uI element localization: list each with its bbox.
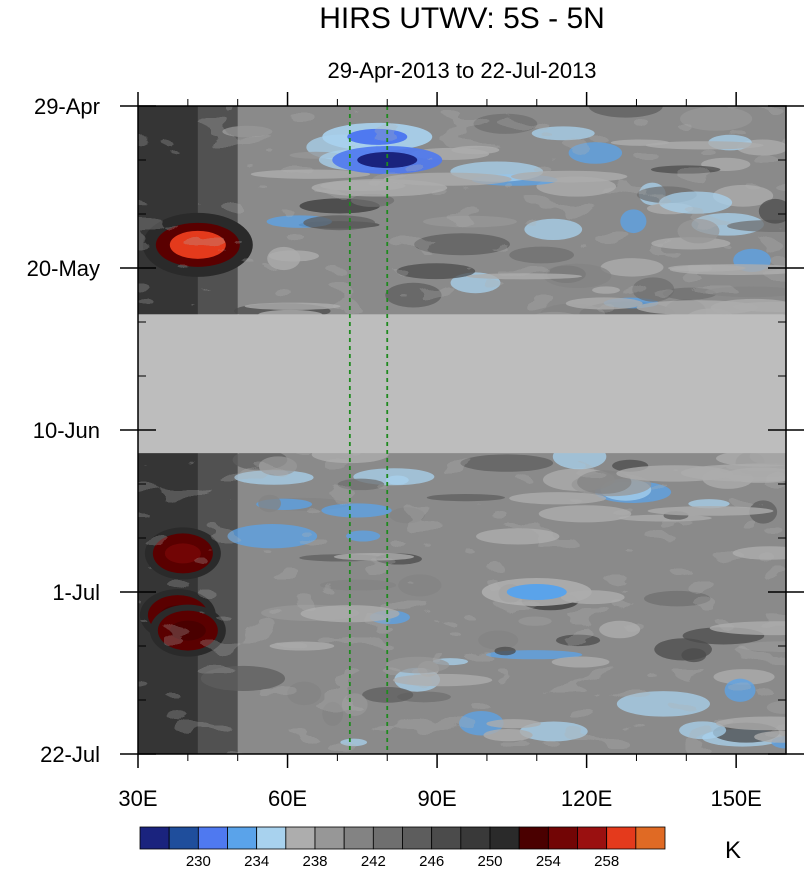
x-tick-label: 150E — [710, 786, 761, 811]
colorbar-tick-label: 242 — [361, 853, 386, 869]
colorbar-swatch — [227, 826, 258, 850]
colorbar-swatch — [402, 826, 433, 850]
colorbar-swatch — [577, 826, 608, 850]
chart-title: HIRS UTWV: 5S - 5N — [319, 2, 605, 35]
colorbar-swatch — [343, 826, 374, 850]
x-tick-label: 120E — [561, 786, 612, 811]
y-tick-label: 10-Jun — [33, 418, 100, 443]
x-axis: 30E 60E 90E 120E 150E — [118, 92, 762, 811]
reference-lines — [348, 106, 389, 754]
colorbar-swatch — [256, 826, 287, 850]
colorbar-tick-label: 230 — [186, 853, 211, 869]
colorbar-swatch — [285, 826, 316, 850]
colorbar-swatch — [372, 826, 403, 850]
y-tick-label: 29-Apr — [34, 94, 100, 119]
colorbar-swatch — [431, 826, 462, 850]
colorbar-tick-label: 250 — [477, 853, 502, 869]
colorbar-tick-label: 234 — [244, 853, 269, 869]
missing-data-band — [138, 314, 786, 454]
x-tick-label: 60E — [268, 786, 307, 811]
y-axis: 29-Apr 20-May 10-Jun 1-Jul 22-Jul — [27, 94, 804, 767]
colorbar-swatch — [168, 826, 199, 850]
colorbar-swatch — [314, 826, 345, 850]
missing-data-layer — [138, 314, 786, 454]
colorbar-unit: K — [725, 837, 741, 864]
colorbar-swatch — [635, 826, 666, 850]
y-tick-label: 1-Jul — [52, 580, 100, 605]
x-tick-label: 90E — [417, 786, 456, 811]
colorbar-tick-label: 258 — [594, 853, 619, 869]
y-tick-label: 22-Jul — [40, 742, 100, 767]
y-tick-label: 20-May — [27, 256, 100, 281]
colorbar-swatch — [460, 826, 491, 850]
colorbar-swatch — [489, 826, 520, 850]
colorbar-swatch — [139, 826, 170, 850]
x-tick-label: 30E — [118, 786, 157, 811]
plot-area — [138, 106, 786, 754]
colorbar-tick-label: 254 — [536, 853, 561, 869]
colorbar-swatch — [197, 826, 228, 850]
colorbar: 230 234 238 242 246 250 254 258 — [139, 826, 666, 869]
colorbar-swatch — [518, 826, 549, 850]
colorbar-swatch — [547, 826, 578, 850]
colorbar-swatch — [606, 826, 637, 850]
colorbar-tick-label: 246 — [419, 853, 444, 869]
colorbar-tick-label: 238 — [302, 853, 327, 869]
chart-subtitle: 29-Apr-2013 to 22-Jul-2013 — [327, 58, 596, 83]
